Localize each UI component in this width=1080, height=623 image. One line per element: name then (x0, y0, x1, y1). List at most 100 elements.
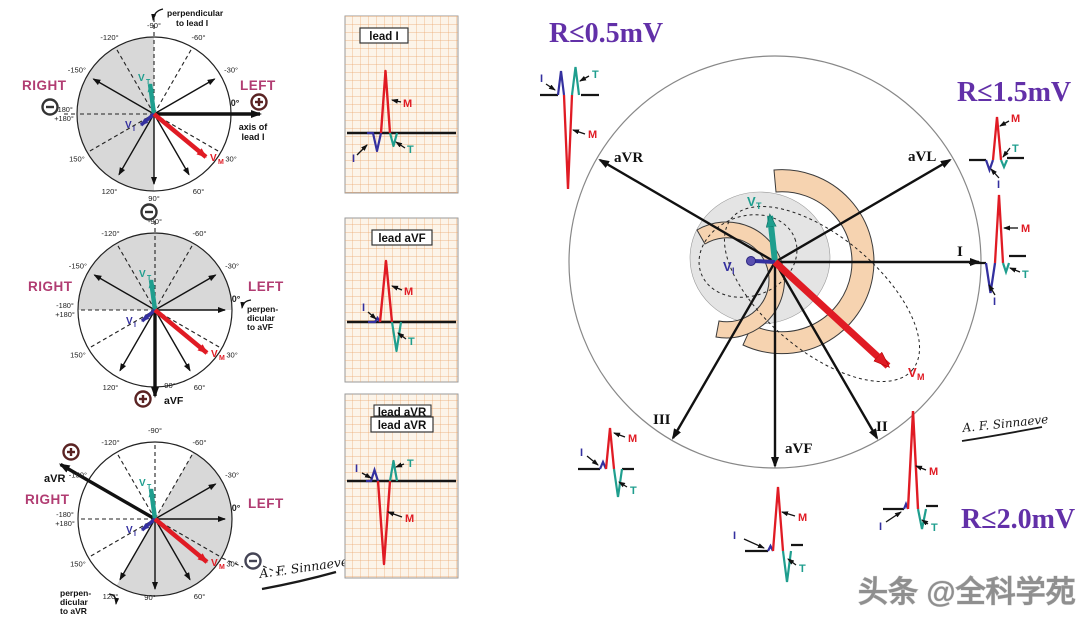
baseline (883, 504, 938, 511)
m-wave (906, 410, 920, 510)
threshold-ii: R≤2.0mV (961, 504, 1075, 535)
tracing-avl: M T I (969, 113, 1024, 191)
vm-vector (772, 259, 891, 369)
tracing-lead-i: M T I (969, 194, 1030, 308)
thick-lead-axis (58, 463, 156, 521)
degree-label: -30° (225, 471, 239, 480)
degree-label: -150° (69, 471, 87, 480)
curl-arrow-icon (240, 299, 252, 309)
vm-label: V (210, 153, 217, 164)
hexaxial-circle-lead-i: -150°-120°-90°-60°-30°0°30°60°90°120°150… (54, 21, 262, 203)
panel-title-box (370, 416, 434, 433)
i-label: I (540, 73, 543, 85)
dashed-spoke (154, 452, 194, 520)
vt-label: V (139, 269, 146, 280)
axis-spoke-arrow (153, 113, 190, 176)
vt-vector (148, 279, 158, 311)
degree-label: +180° (55, 310, 75, 319)
annotation-arrow-icon (395, 141, 406, 149)
curl-arrow-icon (151, 8, 164, 21)
panel-title: lead aVF (378, 233, 425, 245)
degree-label: -180° (56, 301, 74, 310)
perpendicular-note: to lead I (176, 18, 208, 28)
minus-badge-icon (41, 98, 59, 116)
tracing-avf: I M T (733, 486, 807, 583)
m-wave (993, 194, 1005, 264)
signature-right: A. F. Sinnaeve (961, 412, 1049, 442)
degree-label: 0° (232, 503, 241, 513)
annotation-arrow-icon (781, 511, 796, 517)
annotation-arrow-icon (397, 332, 407, 340)
signature-text: A. F. Sinnaeve (961, 412, 1049, 435)
plus-badge-icon (134, 390, 152, 408)
m-wave (376, 480, 392, 566)
vi-label-sub: I (133, 126, 135, 133)
vi-vector (753, 259, 776, 264)
heart-illustration (689, 169, 921, 383)
t-wave (999, 159, 1009, 170)
vt-vector (148, 488, 158, 520)
perpendicular-note: to aVF (247, 322, 273, 332)
m-wave (378, 259, 394, 323)
i-label: I (997, 179, 1000, 191)
dashed-extension (262, 565, 284, 576)
baseline (969, 156, 1024, 162)
degree-label: +180° (55, 519, 75, 528)
vt-label-sub: T (147, 484, 152, 491)
lead-axis-labels: aVR aVL I II aVF III (614, 149, 963, 457)
lead-axes (598, 158, 981, 468)
annotation-arrow-icon (545, 83, 556, 91)
left-label: LEFT (240, 78, 276, 93)
i-wave (368, 315, 381, 324)
vm-label: V (908, 365, 917, 380)
vi-vector (139, 112, 156, 127)
t-label: T (630, 485, 637, 497)
i-label: I (355, 463, 358, 475)
degree-label: 60° (193, 187, 204, 196)
frontal-plane-vector-diagram: aVR aVL I II aVF III V T V I V M (540, 18, 1075, 583)
vt-label-sub: T (147, 275, 152, 282)
watermark: 头条 @全科学苑 (858, 575, 1076, 609)
i-wave (984, 159, 995, 174)
perpendicular-note: dicular (60, 597, 89, 607)
curl-arrow-icon (108, 593, 120, 605)
minus-badge-icon (140, 203, 158, 221)
tracing-lead-iii: I M T (578, 427, 637, 498)
panel-title: lead I (369, 31, 398, 43)
vi-label: V (723, 259, 732, 274)
vt-label: V (747, 194, 756, 209)
vi-vector (140, 517, 157, 532)
dashed-spoke (116, 243, 156, 311)
vm-label-sub: M (218, 159, 224, 166)
avf-label: aVF (785, 441, 813, 457)
t-wave (570, 66, 581, 96)
m-label: M (404, 286, 413, 298)
tracing-lead-ii: I M T (879, 410, 938, 534)
degree-label: -180° (55, 105, 73, 114)
avr-axis (598, 158, 776, 264)
avr-label: aVR (614, 150, 643, 166)
m-wave (604, 427, 616, 470)
perpendicular-note: to aVR (60, 606, 87, 616)
i-wave (984, 262, 997, 294)
t-label: T (931, 522, 938, 534)
dashed-spoke (154, 243, 194, 311)
lead-i-label: I (957, 244, 963, 260)
axis-spoke-arrow (154, 309, 191, 372)
degree-label: 120° (103, 592, 119, 601)
heart-wall-outer (742, 169, 875, 355)
annotation-arrow-icon (572, 129, 586, 135)
vi-vector (140, 308, 157, 323)
annotation-arrow-icon (579, 75, 590, 82)
annotation-arrow-icon (1002, 147, 1011, 158)
vt-label: V (138, 73, 145, 84)
right-label: RIGHT (22, 78, 67, 93)
degree-label: 150° (70, 560, 86, 569)
annotation-arrow-icon (988, 284, 996, 296)
annotation-arrow-icon (885, 511, 902, 523)
vi-label-sub: I (732, 266, 735, 276)
vm-vector (153, 308, 209, 355)
vt-label-sub: T (756, 201, 762, 211)
i-label: I (580, 447, 583, 459)
degree-label: 120° (102, 187, 118, 196)
